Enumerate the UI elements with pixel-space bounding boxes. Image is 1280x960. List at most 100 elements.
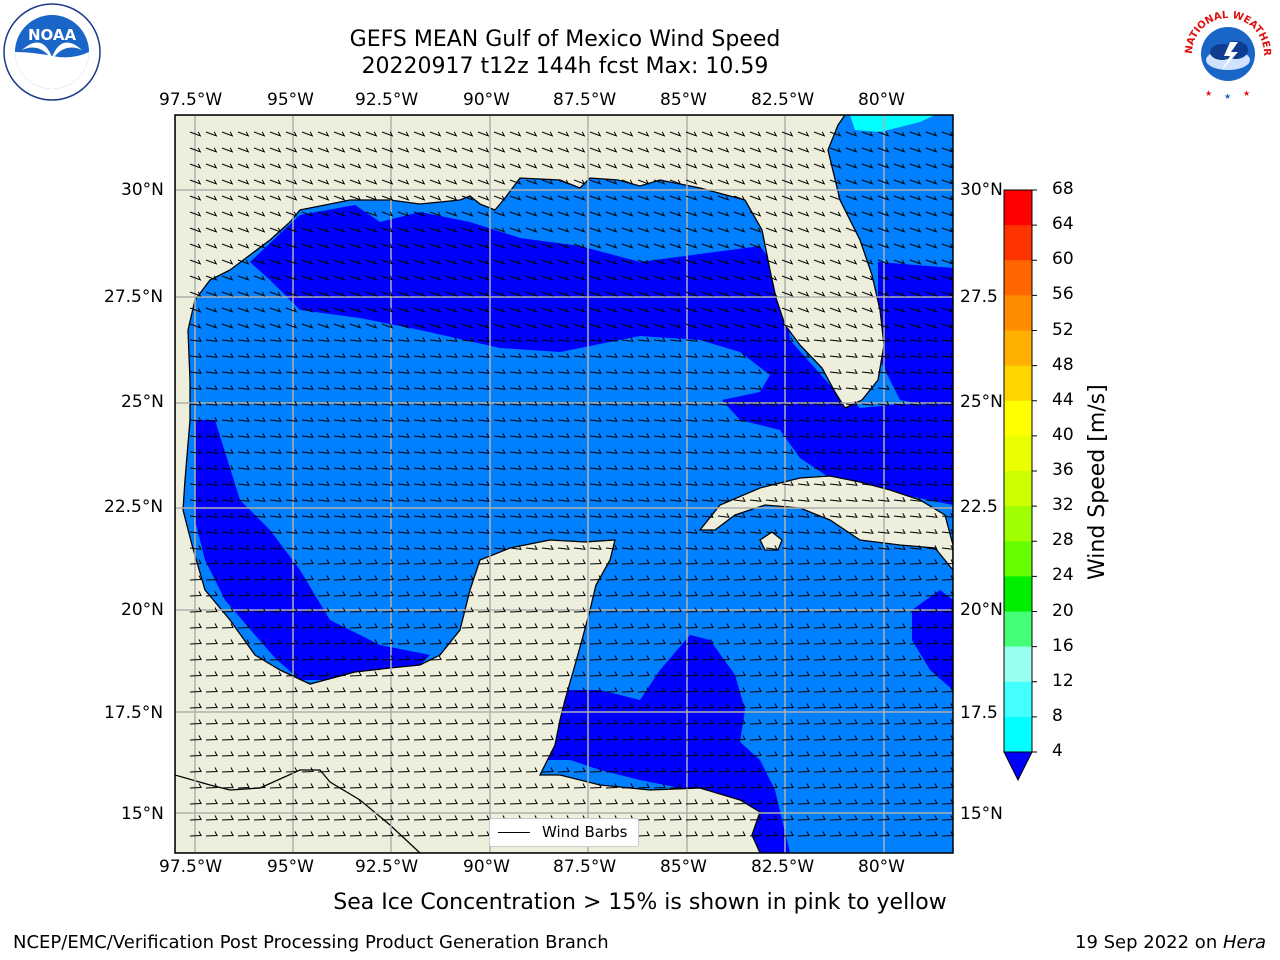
wind-barb — [701, 243, 714, 249]
wind-barb — [237, 767, 250, 773]
wind-barb — [205, 259, 218, 265]
wind-barb — [189, 513, 202, 518]
wind-barb — [797, 337, 810, 342]
wind-barb — [749, 591, 762, 597]
wind-barb — [189, 481, 202, 486]
wind-barb — [733, 449, 746, 454]
wind-barb — [397, 323, 410, 329]
wind-barb — [637, 639, 650, 645]
wind-barb — [589, 703, 602, 709]
wind-barb — [845, 227, 858, 233]
wind-barb — [557, 545, 570, 550]
wind-barb — [877, 639, 890, 645]
colorbar-under-extension — [1003, 751, 1033, 782]
colorbar-segment — [1004, 435, 1032, 472]
wind-barb — [509, 575, 522, 581]
lat-label-right-27-5: 27.5 — [960, 287, 998, 307]
wind-barb — [365, 369, 378, 374]
wind-barb — [429, 513, 442, 518]
footer-date-text: 19 Sep 2022 on — [1075, 932, 1223, 953]
wind-barb — [797, 163, 810, 169]
wind-barb — [909, 275, 922, 281]
wind-barb — [829, 433, 842, 438]
wind-barb — [509, 275, 522, 281]
wind-barb — [845, 369, 858, 374]
wind-barb — [925, 591, 938, 597]
wind-barb — [413, 147, 426, 153]
wind-barb — [253, 227, 266, 233]
wind-barb — [285, 195, 298, 201]
wind-barb — [541, 131, 554, 137]
wind-barb — [317, 275, 330, 281]
wind-barb — [477, 243, 490, 249]
wind-barb — [765, 591, 778, 597]
wind-barb — [477, 131, 490, 137]
wind-barb — [781, 147, 794, 153]
wind-barb — [269, 559, 282, 565]
wind-barb — [381, 275, 394, 281]
wind-barb — [493, 243, 506, 249]
wind-barb — [381, 259, 394, 265]
wind-barb — [685, 655, 698, 661]
colorbar-tick-label: 20 — [1052, 600, 1074, 621]
wind-barb — [893, 369, 906, 374]
wind-barb — [893, 243, 906, 249]
wind-barb — [413, 529, 426, 534]
wind-barb — [877, 291, 890, 297]
wind-barb — [365, 131, 378, 137]
wind-barb — [909, 687, 922, 693]
noaa-logo: NOAA — [2, 2, 102, 106]
wind-barb — [189, 639, 202, 645]
wind-barb — [573, 545, 586, 550]
wind-barb — [701, 417, 714, 422]
wind-barb — [685, 831, 698, 837]
wind-barb — [413, 735, 426, 741]
wind-barb — [189, 401, 202, 406]
wind-barb — [637, 751, 650, 757]
wind-barb — [189, 497, 202, 502]
wind-barb — [637, 735, 650, 741]
wind-barb — [765, 623, 778, 629]
wind-barb — [205, 449, 218, 454]
wind-barb — [285, 481, 298, 486]
wind-barb — [509, 623, 522, 629]
wind-barb — [669, 799, 682, 805]
wind-barb — [285, 591, 298, 597]
wind-barb — [605, 195, 618, 201]
wind-barb — [605, 687, 618, 693]
wind-barb — [637, 433, 650, 438]
wind-barb — [829, 323, 842, 329]
colorbar — [1003, 189, 1037, 782]
wind-barb — [349, 703, 362, 709]
wind-barb — [461, 607, 474, 613]
wind-barb — [749, 259, 762, 265]
colorbar-tick-label: 4 — [1052, 741, 1063, 761]
wind-barb — [269, 607, 282, 613]
wind-barb — [717, 385, 730, 390]
colorbar-segment — [1004, 400, 1032, 437]
wind-barb — [877, 385, 890, 390]
wind-barb — [781, 639, 794, 645]
wind-barb — [285, 607, 298, 613]
wind-barb — [701, 353, 714, 358]
wind-barb — [365, 385, 378, 390]
wind-barb — [525, 243, 538, 249]
colorbar-tick-label: 32 — [1052, 495, 1074, 516]
wind-barb — [829, 179, 842, 185]
wind-barb — [269, 275, 282, 281]
land-us-florida — [175, 115, 885, 853]
wind-barb — [397, 275, 410, 281]
lon-label-top-87-5w: 87.5°W — [553, 90, 617, 110]
wind-barb — [749, 353, 762, 358]
wind-barb — [253, 623, 266, 629]
wind-barb — [845, 337, 858, 342]
wind-barb — [509, 433, 522, 438]
wind-barb — [861, 687, 874, 693]
wind-barb — [381, 719, 394, 725]
wind-barb — [445, 671, 458, 677]
wind-barb — [861, 591, 874, 597]
wind-barb — [541, 353, 554, 358]
wind-barb — [269, 147, 282, 153]
lat-label-right-22-5: 22.5 — [960, 497, 998, 517]
wind-barb — [413, 497, 426, 502]
